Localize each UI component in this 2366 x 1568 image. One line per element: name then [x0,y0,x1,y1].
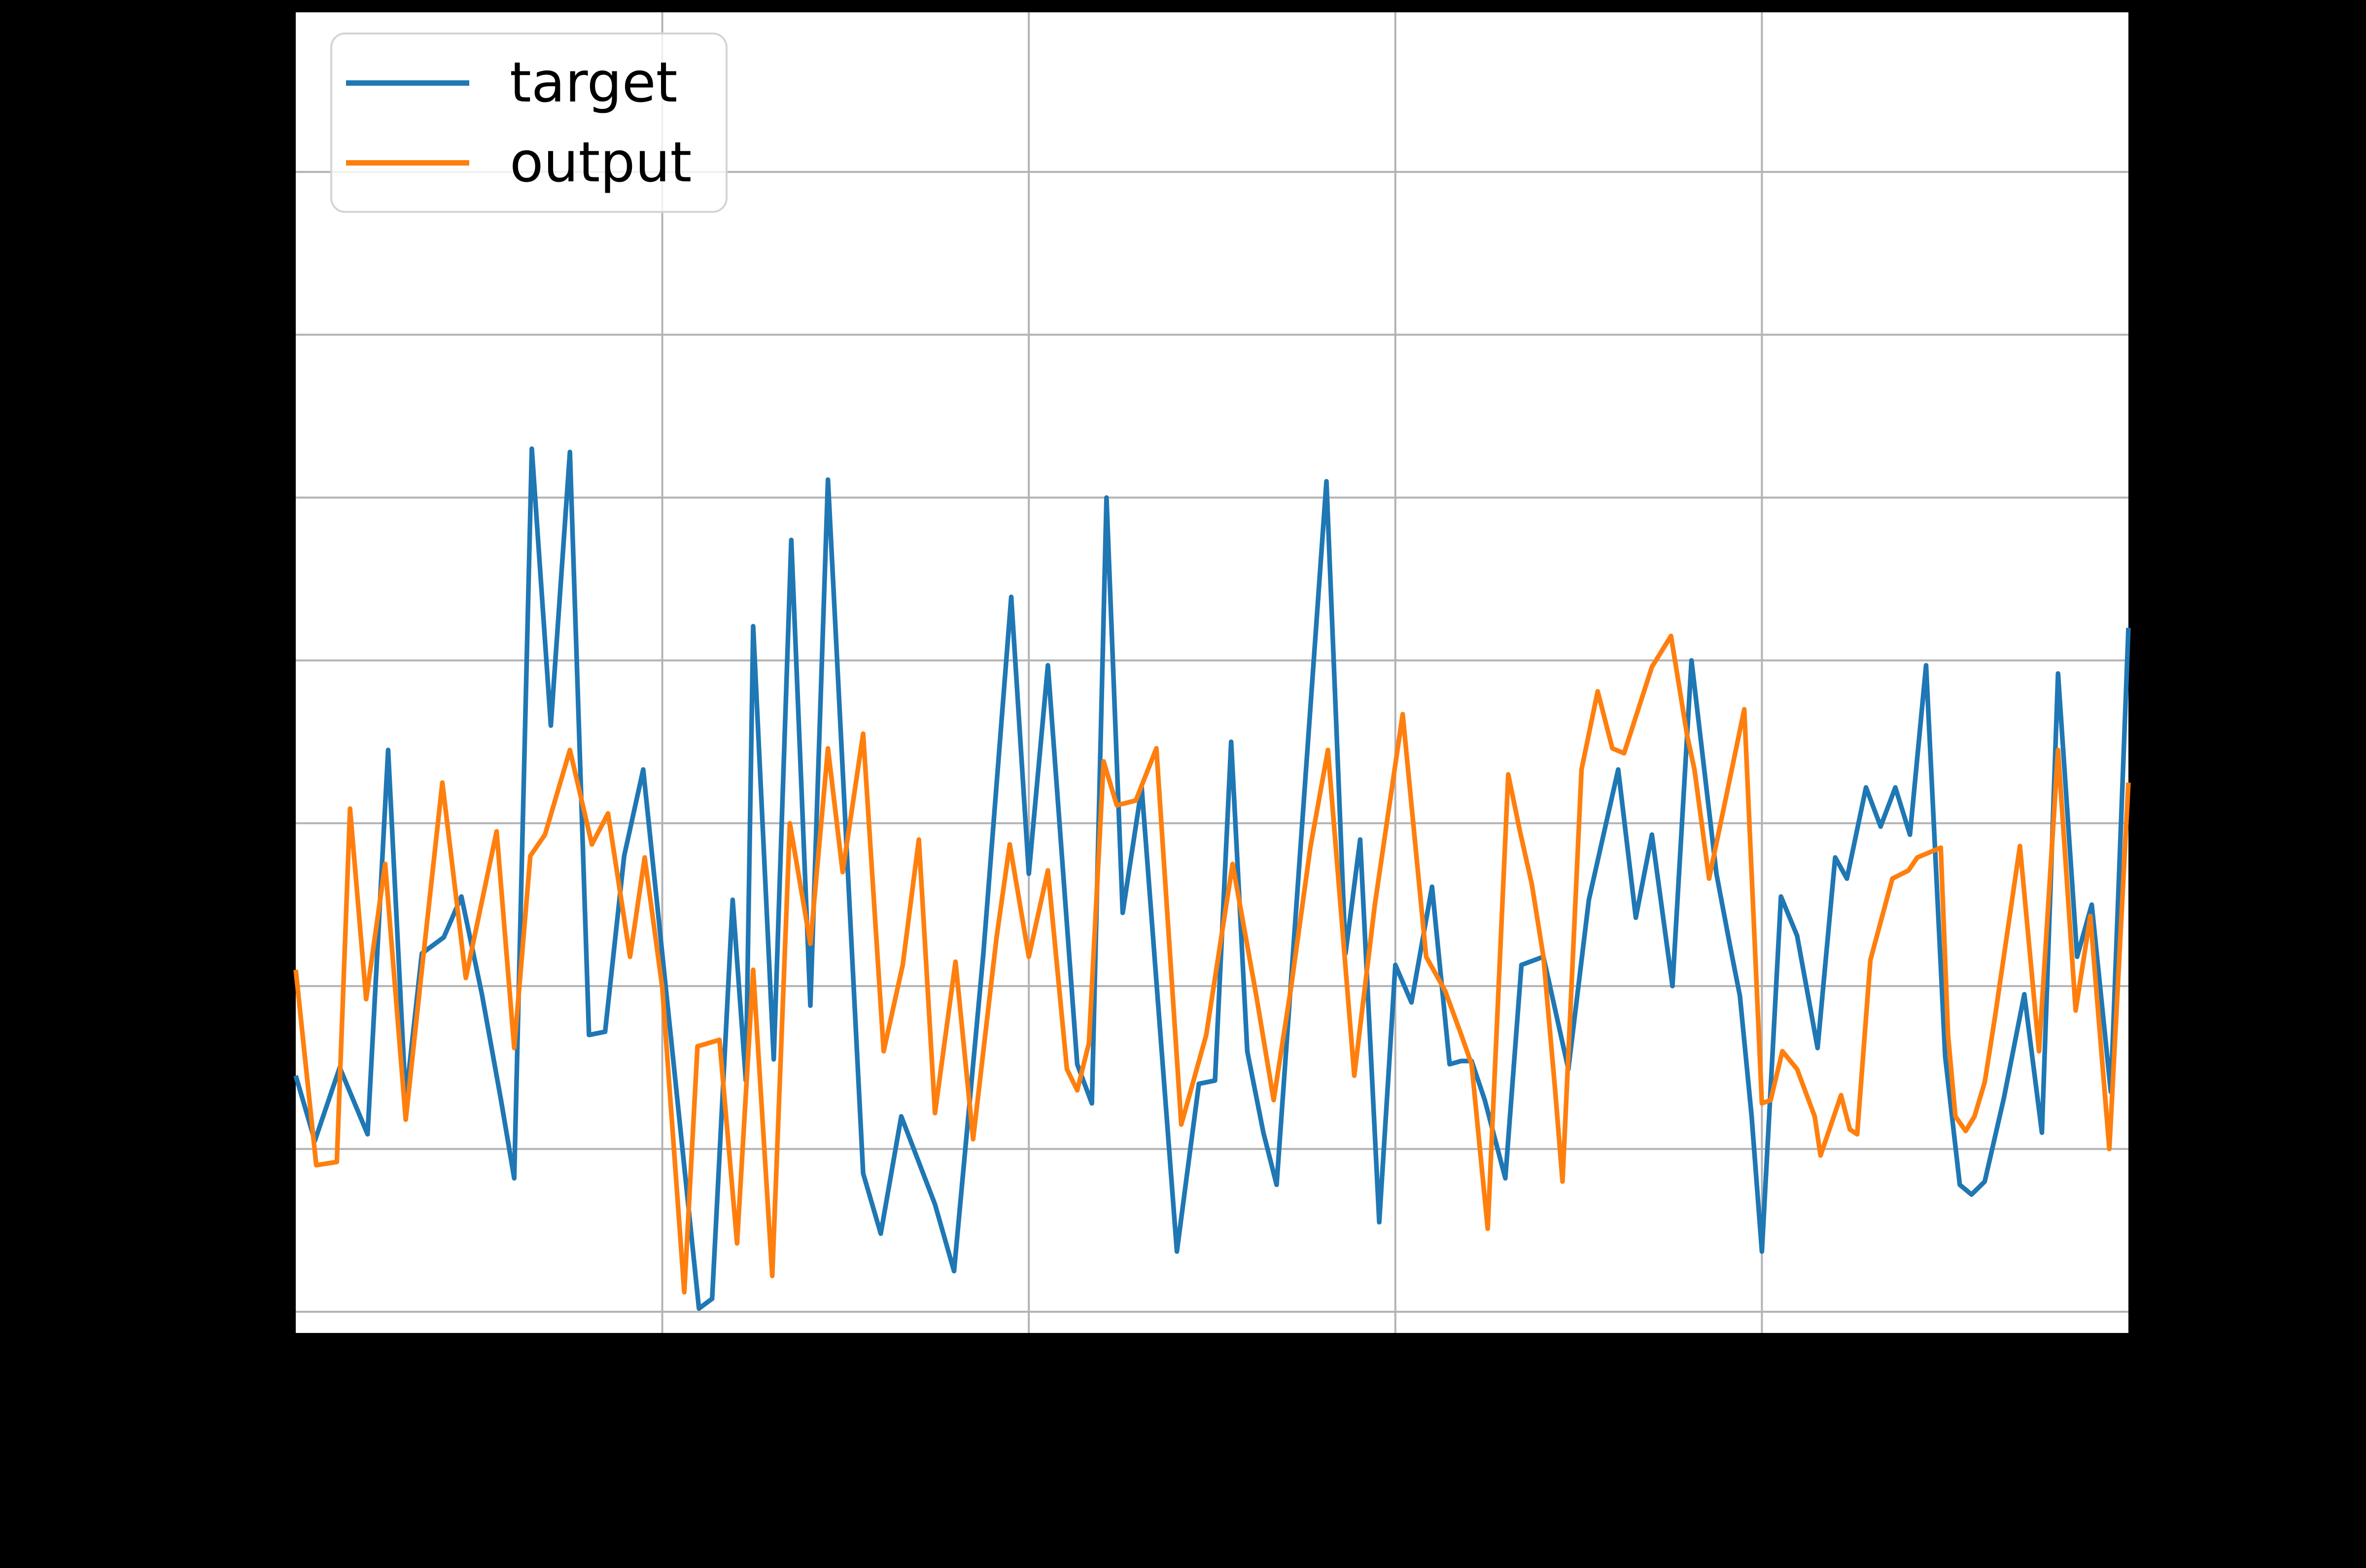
legend-line-icon-target [346,80,469,86]
legend-line-icon-output [346,160,469,166]
legend: target output [330,33,728,213]
legend-label-output: output [510,131,692,195]
legend-label-target: target [510,51,678,115]
series-line-target [293,446,2131,1311]
legend-item-output: output [332,128,726,197]
series-line-output [293,633,2131,1295]
legend-item-target: target [332,48,726,117]
plot-area [296,12,2128,1333]
